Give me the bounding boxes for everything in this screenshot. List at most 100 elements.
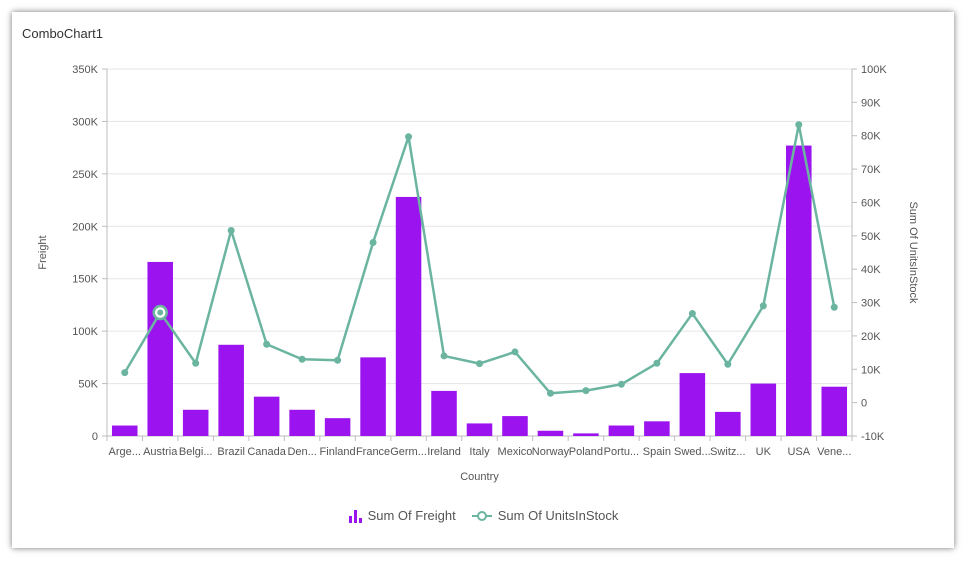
freight-bar	[253, 396, 280, 436]
y-tick-label: 0	[92, 431, 98, 443]
x-tick-label: Mexico	[498, 446, 533, 458]
x-tick-label: Vene...	[817, 446, 851, 458]
freight-bar	[821, 386, 848, 436]
units-point	[546, 389, 554, 397]
x-tick-label: Germ...	[390, 446, 427, 458]
units-point	[157, 309, 164, 316]
chart-card: ComboChart1 0 50K 100K 150K 200K 250K 300K 350K…	[12, 12, 954, 548]
freight-bar	[324, 418, 351, 436]
units-point	[476, 360, 483, 368]
units-point	[688, 310, 696, 318]
y2-tick-label: 90K	[861, 97, 881, 109]
x-tick-label: Brazil	[217, 446, 245, 458]
combo-chart: 0 50K 100K 150K 200K 250K 300K 350K -10K 0 10K 20K 3…	[37, 64, 919, 483]
y2-tick-label: 60K	[861, 197, 881, 209]
x-tick-label: Canada	[247, 446, 286, 458]
bar-chart-icon	[348, 509, 362, 523]
units-point	[405, 133, 413, 141]
y2-tick-label: 50K	[861, 231, 881, 243]
x-tick-label: Portu...	[604, 446, 639, 458]
y-tick-label: 350K	[72, 64, 98, 76]
freight-bar	[289, 409, 315, 436]
freight-bar	[182, 409, 209, 436]
x-tick-label: Poland	[569, 446, 603, 458]
units-point	[440, 352, 448, 360]
units-point	[263, 340, 271, 348]
units-point	[617, 380, 625, 388]
bar-chart-icon-bar-3	[358, 517, 362, 523]
y-tick-label: 250K	[72, 169, 98, 181]
units-point	[192, 359, 200, 367]
freight-bar	[395, 196, 422, 436]
freight-bar	[218, 344, 244, 436]
x-tick-label: Austria	[143, 446, 178, 458]
freight-bar	[537, 430, 564, 436]
legend-item-freight[interactable]: Sum Of Freight	[348, 508, 456, 523]
x-axis-title: Country	[460, 471, 499, 483]
freight-bar	[573, 433, 599, 436]
y-tick-label: 150K	[72, 274, 98, 286]
freight-bar	[111, 425, 138, 436]
x-tick-label: Norway	[532, 446, 570, 458]
x-tick-label: Den...	[287, 446, 316, 458]
y2-tick-label: 30K	[861, 298, 881, 310]
units-point	[511, 348, 519, 356]
units-point	[227, 226, 235, 234]
x-tick-label: Finland	[320, 446, 356, 458]
y2-tick-label: 20K	[861, 331, 881, 343]
freight-bar	[431, 390, 457, 436]
units-point	[724, 360, 732, 368]
y2-tick-label: 40K	[861, 264, 881, 276]
y-tick-label: 300K	[72, 116, 98, 128]
freight-bar	[750, 383, 777, 436]
freight-bar	[786, 145, 812, 436]
y-tick-label: 200K	[72, 221, 98, 233]
y2-tick-label: -10K	[861, 431, 885, 443]
x-tick-label: USA	[787, 446, 810, 458]
x-tick-label: Spain	[643, 446, 671, 458]
units-point	[795, 121, 803, 129]
freight-bar	[679, 373, 706, 436]
y-tick-label: 100K	[72, 326, 98, 338]
units-point	[121, 369, 129, 377]
y2-tick-label: 10K	[861, 364, 881, 376]
units-point	[334, 356, 342, 364]
y2-axis-title: Sum Of UnitsInStock	[907, 201, 919, 304]
y-axis-title: Freight	[37, 235, 49, 269]
x-tick-label: Arge...	[109, 446, 141, 458]
line-marker-icon	[471, 510, 492, 521]
bar-chart-icon-bar-1	[348, 515, 352, 523]
units-point	[830, 303, 838, 311]
legend-item-units[interactable]: Sum Of UnitsInStock	[471, 508, 619, 523]
legend-label-freight: Sum Of Freight	[367, 508, 456, 523]
y2-tick-label: 70K	[861, 164, 881, 176]
x-tick-label: Belgi...	[179, 446, 213, 458]
units-point	[298, 355, 306, 363]
units-point	[759, 302, 767, 310]
y2-tick-label: 100K	[861, 64, 887, 76]
x-tick-label: Italy	[469, 446, 490, 458]
x-tick-label: France	[356, 446, 390, 458]
x-tick-label: Ireland	[427, 446, 461, 458]
freight-bar	[466, 423, 493, 436]
x-tick-label: UK	[756, 446, 772, 458]
y-tick-label: 50K	[78, 379, 98, 391]
freight-bar	[147, 261, 173, 436]
x-tick-label: Switz...	[710, 446, 745, 458]
freight-bar	[715, 411, 741, 436]
freight-bar	[360, 357, 386, 436]
freight-bar	[502, 416, 528, 436]
x-tick-label: Swed...	[674, 446, 711, 458]
chart-legend: Sum Of Freight Sum Of UnitsInStock	[12, 508, 954, 523]
y2-tick-label: 80K	[861, 131, 881, 143]
freight-bar	[644, 421, 670, 436]
line-marker-icon-dot	[476, 510, 487, 521]
bar-chart-icon-bar-2	[353, 509, 357, 523]
freight-bar	[608, 425, 635, 436]
legend-label-units: Sum Of UnitsInStock	[497, 508, 619, 523]
y2-tick-label: 0	[861, 398, 867, 410]
chart-title: ComboChart1	[22, 26, 103, 41]
units-point	[369, 238, 377, 246]
units-point	[653, 359, 661, 367]
units-point	[582, 387, 590, 395]
